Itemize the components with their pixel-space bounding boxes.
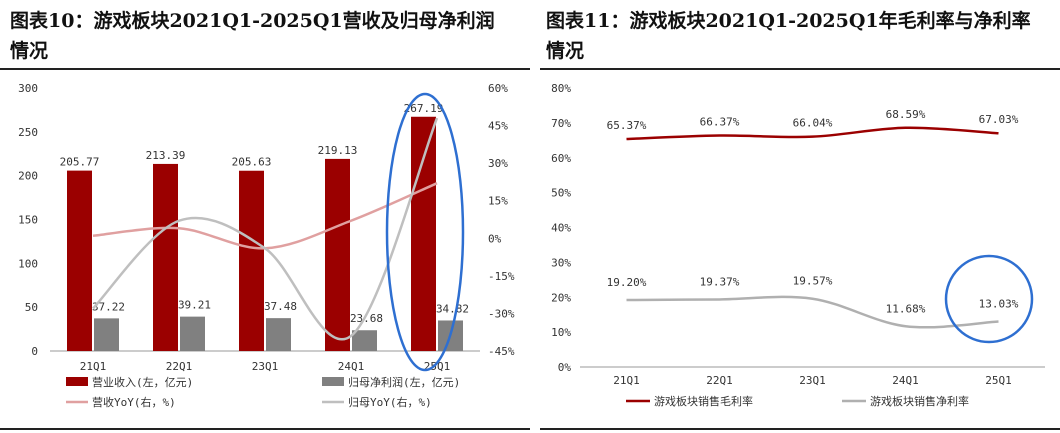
left-bottom-rule: [0, 428, 530, 430]
right-axis-tick-label: 60%: [488, 82, 508, 95]
x-axis-category-label: 22Q1: [166, 360, 193, 373]
legend-revenue-yoy-label: 营收YoY(右，%): [92, 395, 176, 409]
net-margin-line: [626, 295, 999, 329]
gross-margin-data-label: 65.37%: [607, 119, 647, 132]
net-profit-bar: [352, 330, 377, 351]
y-axis-tick-label: 50%: [551, 187, 571, 200]
right-chart-svg: 0% 10% 20% 30% 40% 50% 60% 70% 80% 21Q1 22Q1 23Q1 24…: [551, 82, 1045, 408]
legend-net-profit-label: 归母净利润(左，亿元): [348, 375, 460, 389]
right-axis-tick-label: 30%: [488, 157, 508, 170]
legend-net-profit-yoy-label: 归母YoY(右，%): [348, 395, 432, 409]
y-axis-tick-label: 10%: [551, 326, 571, 339]
right-chart-title: 图表11：游戏板块2021Q1-2025Q1年毛利率与净利率 情况: [546, 6, 1031, 66]
net-margin-data-label: 19.20%: [607, 276, 647, 289]
left-title-rule: [0, 68, 530, 70]
gross-margin-data-label: 66.37%: [700, 116, 740, 129]
x-axis-category-label: 22Q1: [706, 374, 733, 387]
y-axis-tick-label: 0%: [558, 361, 572, 374]
net-margin-data-label: 19.37%: [700, 275, 740, 288]
left-axis-tick-label: 200: [18, 170, 38, 183]
net-profit-bar-value-label: 39.21: [178, 299, 211, 312]
legend-net-margin-label: 游戏板块销售净利率: [870, 394, 969, 408]
y-axis-tick-label: 30%: [551, 256, 571, 269]
legend-revenue-label: 营业收入(左，亿元): [92, 375, 193, 389]
left-title-line2: 情况: [10, 40, 49, 62]
net-profit-bar-value-label: 37.22: [92, 300, 125, 313]
right-axis-tick-label: 0%: [488, 232, 502, 245]
x-axis-category-label: 25Q1: [985, 374, 1012, 387]
left-axis-tick-label: 300: [18, 82, 38, 95]
y-axis-tick-label: 70%: [551, 117, 571, 130]
right-title-line2: 情况: [546, 40, 585, 62]
net-margin-data-label: 19.57%: [793, 275, 833, 288]
gross-margin-data-label: 67.03%: [979, 113, 1019, 126]
revenue-bar-value-label: 213.39: [146, 149, 186, 162]
net-profit-yoy-line: [92, 117, 439, 341]
x-axis-category-label: 24Q1: [892, 374, 919, 387]
right-axis-tick-label: 15%: [488, 195, 508, 208]
right-title-rule: [540, 68, 1060, 70]
right-axis-tick-label: 45%: [488, 120, 508, 133]
left-axis-tick-label: 50: [25, 301, 38, 314]
gross-margin-line: [626, 126, 999, 141]
net-profit-bar: [94, 318, 119, 351]
revenue-bar-value-label: 267.19: [404, 102, 444, 115]
right-title-line1: 图表11：游戏板块2021Q1-2025Q1年毛利率与净利率: [546, 10, 1031, 32]
left-chart-svg: 0 50 100 150 200 250 300 -45% -30% -15% 0% 15% 30% 45…: [18, 82, 515, 409]
net-profit-bar: [180, 316, 205, 351]
left-axis-tick-label: 150: [18, 214, 38, 227]
legend-revenue-swatch: [66, 377, 88, 386]
x-axis-category-label: 23Q1: [252, 360, 279, 373]
y-axis-tick-label: 40%: [551, 222, 571, 235]
highlight-annotation-circle: [944, 254, 1034, 344]
left-title-line1: 图表10：游戏板块2021Q1-2025Q1营收及归母净利润: [10, 10, 495, 32]
net-margin-data-label: 11.68%: [886, 302, 926, 315]
revenue-bar-value-label: 219.13: [318, 144, 358, 157]
revenue-bar: [153, 163, 178, 351]
y-axis-tick-label: 60%: [551, 152, 571, 165]
revenue-yoy-line: [92, 182, 438, 250]
x-axis-category-label: 24Q1: [338, 360, 365, 373]
gross-margin-data-label: 66.04%: [793, 117, 833, 130]
net-margin-data-label: 13.03%: [979, 298, 1019, 311]
x-axis-category-label: 21Q1: [80, 360, 107, 373]
left-axis-tick-label: 250: [18, 126, 38, 139]
net-profit-bar-value-label: 23.68: [350, 312, 383, 325]
net-profit-bar-value-label: 34.82: [436, 302, 469, 315]
gross-margin-data-label: 68.59%: [886, 108, 926, 121]
net-profit-bar-value-label: 37.48: [264, 300, 297, 313]
x-axis-category-label: 21Q1: [613, 374, 640, 387]
right-axis-tick-label: -15%: [488, 270, 515, 283]
revenue-bar-value-label: 205.77: [60, 156, 100, 169]
x-axis-category-label: 23Q1: [799, 374, 826, 387]
left-axis-tick-label: 0: [31, 345, 38, 358]
net-profit-bar: [266, 318, 291, 351]
left-chart-title: 图表10：游戏板块2021Q1-2025Q1营收及归母净利润 情况: [10, 6, 495, 66]
revenue-bar: [67, 170, 92, 351]
revenue-bar-value-label: 205.63: [232, 156, 272, 169]
y-axis-tick-label: 80%: [551, 82, 571, 95]
right-axis-tick-label: -30%: [488, 307, 515, 320]
left-axis-tick-label: 100: [18, 257, 38, 270]
left-chart-panel: 图表10：游戏板块2021Q1-2025Q1营收及归母净利润 情况 0 50 100…: [0, 6, 530, 430]
highlight-annotation-ellipse: [385, 92, 465, 372]
right-axis-tick-label: -45%: [488, 345, 515, 358]
revenue-bar: [325, 158, 350, 351]
legend-net-profit-swatch: [322, 377, 344, 386]
y-axis-tick-label: 20%: [551, 291, 571, 304]
right-bottom-rule: [540, 428, 1060, 430]
legend-gross-margin-label: 游戏板块销售毛利率: [654, 394, 753, 408]
right-chart-panel: 图表11：游戏板块2021Q1-2025Q1年毛利率与净利率 情况 0% 10% 2…: [540, 0, 1060, 433]
revenue-bar: [411, 116, 436, 352]
revenue-bar: [239, 170, 264, 351]
